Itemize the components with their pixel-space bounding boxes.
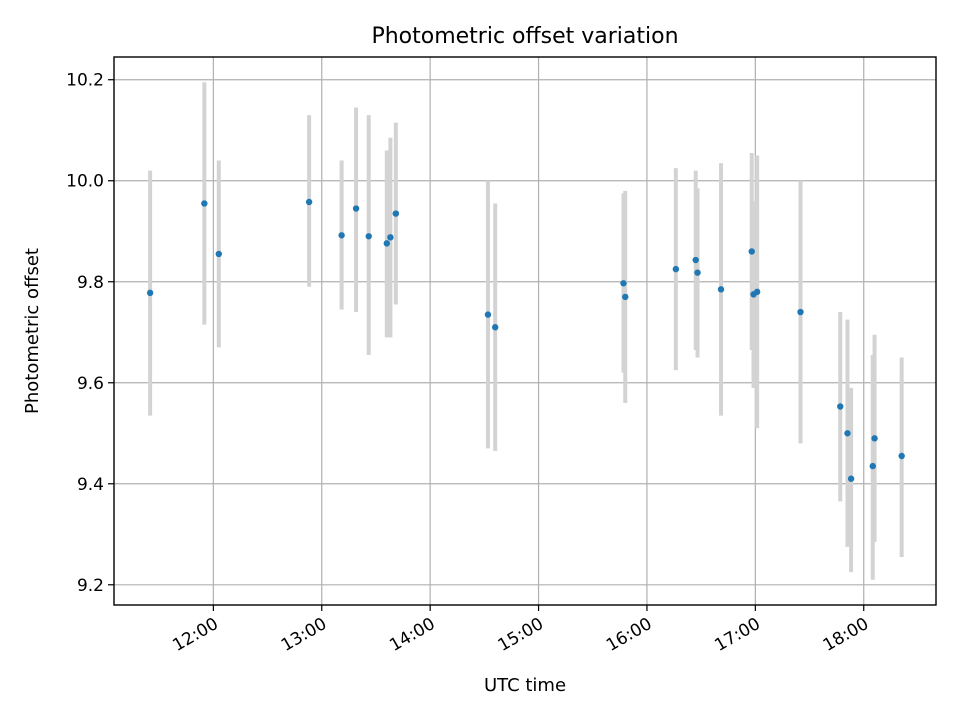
- data-point: [491, 324, 499, 331]
- data-point: [146, 289, 154, 297]
- y-axis: 9.2 9.4 9.6 9.8 10.0 10.2: [66, 71, 114, 596]
- data-points: [146, 198, 905, 482]
- chart-title: Photometric offset variation: [371, 24, 678, 49]
- data-point: [392, 210, 400, 217]
- data-point: [215, 250, 222, 258]
- data-point: [844, 430, 851, 437]
- y-tick-label: 9.4: [77, 475, 104, 495]
- data-point: [717, 286, 725, 293]
- y-tick-label: 9.2: [77, 576, 104, 596]
- data-point: [753, 288, 761, 296]
- data-point: [352, 205, 360, 212]
- data-point: [365, 233, 372, 240]
- x-axis-label: UTC time: [484, 675, 566, 696]
- data-point: [620, 280, 627, 287]
- data-point: [305, 198, 313, 206]
- data-point: [869, 462, 876, 470]
- y-tick-label: 10.0: [66, 172, 104, 192]
- data-point: [837, 403, 844, 410]
- data-point: [692, 256, 699, 264]
- data-point: [383, 240, 390, 247]
- data-point: [672, 265, 680, 273]
- y-tick-label: 9.6: [77, 374, 104, 394]
- data-point: [871, 435, 878, 442]
- data-point: [797, 308, 804, 316]
- data-point: [622, 293, 629, 301]
- plot-frame: [113, 56, 937, 606]
- data-point: [898, 452, 905, 460]
- data-point: [338, 232, 345, 239]
- data-point: [201, 200, 208, 207]
- data-point: [748, 248, 755, 255]
- data-point: [387, 234, 394, 241]
- data-point: [847, 475, 855, 482]
- y-tick-label: 9.8: [77, 273, 104, 293]
- y-tick-label: 10.2: [66, 71, 104, 91]
- data-point: [484, 311, 492, 318]
- data-point: [694, 269, 701, 276]
- y-axis-label: Photometric offset: [22, 248, 43, 414]
